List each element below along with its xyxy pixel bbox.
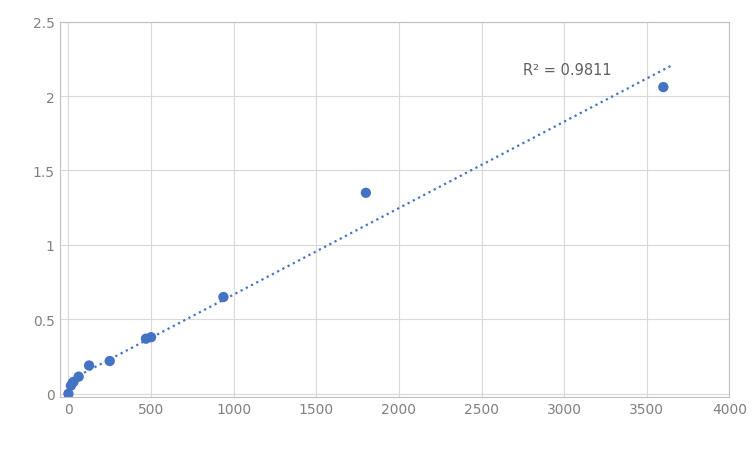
Text: R² = 0.9811: R² = 0.9811 (523, 63, 611, 78)
Point (104, 358, 116, 365)
Point (65, 382, 77, 389)
Point (73, 373, 85, 381)
Point (657, 84, 669, 92)
Point (62, 390, 74, 397)
Point (217, 294, 229, 301)
Point (83, 362, 95, 369)
Point (360, 190, 372, 197)
Point (145, 334, 157, 341)
Point (68, 378, 80, 386)
Point (140, 336, 152, 343)
